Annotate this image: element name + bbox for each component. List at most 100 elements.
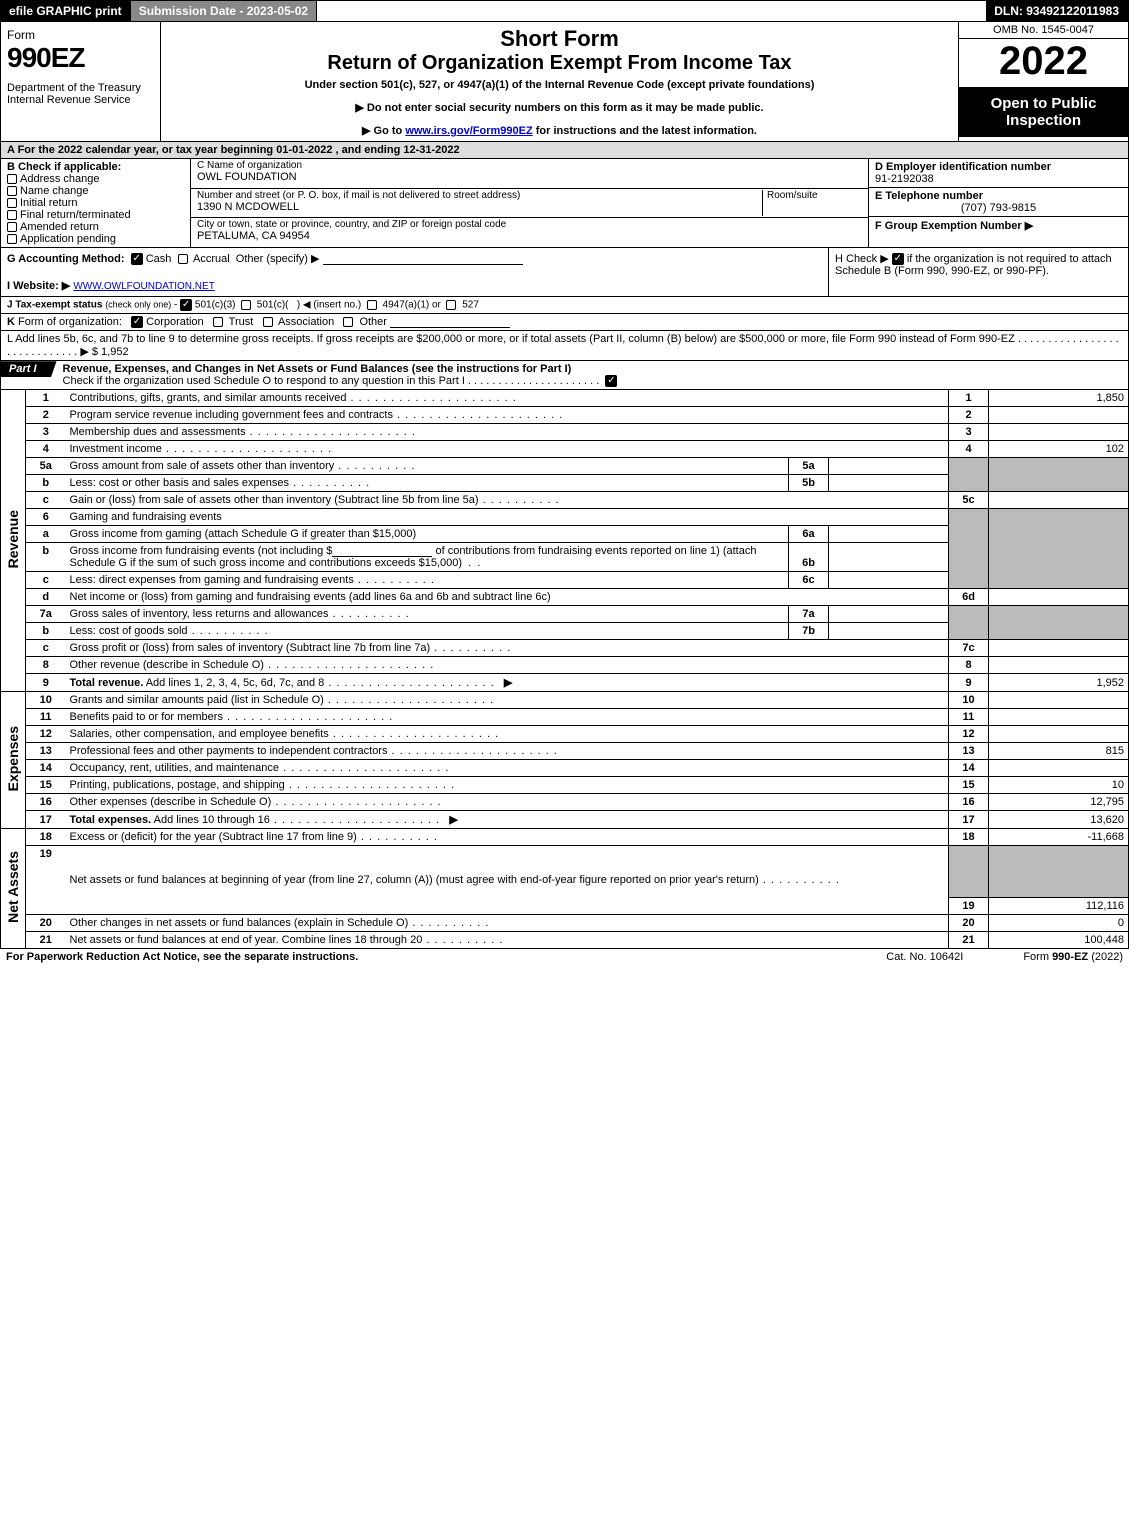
sn7b: 7b — [789, 623, 829, 640]
form-header: Form 990EZ Department of the Treasury In… — [0, 22, 1129, 142]
check-h: ✓ — [892, 253, 904, 265]
short-form-title: Short Form — [167, 26, 952, 52]
d6b1: Gross income from fundraising events (no… — [70, 545, 333, 557]
n12: 12 — [26, 726, 66, 743]
d11: Benefits paid to or for members — [70, 711, 394, 723]
return-title: Return of Organization Exempt From Incom… — [167, 52, 952, 75]
d7a: Gross sales of inventory, less returns a… — [70, 608, 410, 620]
sn6c: 6c — [789, 572, 829, 589]
n4: 4 — [26, 441, 66, 458]
a13: 815 — [989, 743, 1129, 760]
greya7 — [989, 606, 1129, 640]
footer-right: Form 990-EZ (2022) — [1023, 951, 1123, 963]
ln16: 16 — [949, 794, 989, 811]
n8: 8 — [26, 657, 66, 674]
col-d: D Employer identification number 91-2192… — [868, 159, 1128, 247]
ln15: 15 — [949, 777, 989, 794]
opt-final: Final return/terminated — [20, 209, 131, 221]
ln21: 21 — [949, 932, 989, 949]
n19: 19 — [26, 846, 66, 915]
ln12: 12 — [949, 726, 989, 743]
opt-amended: Amended return — [20, 221, 99, 233]
check-part1: ✓ — [605, 375, 617, 387]
a6d — [989, 589, 1129, 606]
a11 — [989, 709, 1129, 726]
d12: Salaries, other compensation, and employ… — [70, 728, 500, 740]
tax-year: 2022 — [959, 39, 1128, 87]
greya5 — [989, 458, 1129, 492]
footer-cat: Cat. No. 10642I — [886, 951, 963, 963]
part-1-check: Check if the organization used Schedule … — [63, 375, 600, 387]
n6d: d — [26, 589, 66, 606]
department-label: Department of the Treasury Internal Reve… — [7, 82, 154, 106]
city-label: City or town, state or province, country… — [197, 219, 506, 230]
ln9: 9 — [949, 674, 989, 692]
ln17: 17 — [949, 811, 989, 829]
n13: 13 — [26, 743, 66, 760]
check-accrual[interactable] — [178, 254, 188, 264]
opt-name: Name change — [20, 185, 89, 197]
ln11: 11 — [949, 709, 989, 726]
website-link[interactable]: WWW.OWLFOUNDATION.NET — [73, 281, 214, 292]
n7b: b — [26, 623, 66, 640]
a7c — [989, 640, 1129, 657]
col-b: B Check if applicable: Address change Na… — [1, 159, 191, 247]
n3: 3 — [26, 424, 66, 441]
greya6 — [989, 509, 1129, 589]
n5a: 5a — [26, 458, 66, 475]
goto-post: for instructions and the latest informat… — [533, 125, 757, 137]
sv7a — [829, 606, 949, 623]
goto-pre: ▶ Go to — [362, 125, 405, 137]
sn6b: 6b — [789, 543, 829, 572]
a21: 100,448 — [989, 932, 1129, 949]
a14 — [989, 760, 1129, 777]
check-pending[interactable] — [7, 234, 17, 244]
sn7a: 7a — [789, 606, 829, 623]
check-amended[interactable] — [7, 222, 17, 232]
ln1: 1 — [949, 390, 989, 407]
n6b: b — [26, 543, 66, 572]
n2: 2 — [26, 407, 66, 424]
ln20: 20 — [949, 915, 989, 932]
a2 — [989, 407, 1129, 424]
part-1-title: Revenue, Expenses, and Changes in Net As… — [63, 363, 572, 375]
a12 — [989, 726, 1129, 743]
col-c: C Name of organization OWL FOUNDATION Nu… — [191, 159, 868, 247]
sn5a: 5a — [789, 458, 829, 475]
ln13: 13 — [949, 743, 989, 760]
n6c: c — [26, 572, 66, 589]
room-label: Room/suite — [767, 190, 862, 201]
a18: -11,668 — [989, 829, 1129, 846]
check-name[interactable] — [7, 186, 17, 196]
check-final[interactable] — [7, 210, 17, 220]
row-k: K Form of organization: ✓ Corporation Tr… — [0, 314, 1129, 331]
group-label: F Group Exemption Number ▶ — [875, 219, 1122, 232]
d7c: Gross profit or (loss) from sales of inv… — [70, 642, 512, 654]
d8: Other revenue (describe in Schedule O) — [70, 659, 435, 671]
h-pre: H Check ▶ — [835, 253, 892, 265]
submission-date: Submission Date - 2023-05-02 — [131, 1, 317, 21]
top-bar: efile GRAPHIC print Submission Date - 20… — [0, 0, 1129, 22]
d6: Gaming and fundraising events — [70, 511, 222, 523]
d1: Contributions, gifts, grants, and simila… — [70, 392, 517, 404]
ln8: 8 — [949, 657, 989, 674]
form-word: Form — [7, 28, 154, 42]
check-address[interactable] — [7, 174, 17, 184]
ln7c: 7c — [949, 640, 989, 657]
expenses-label: Expenses — [5, 706, 21, 811]
opt-address: Address change — [20, 173, 100, 185]
n7c: c — [26, 640, 66, 657]
a3 — [989, 424, 1129, 441]
check-initial[interactable] — [7, 198, 17, 208]
ein-label: D Employer identification number — [875, 161, 1122, 173]
n15: 15 — [26, 777, 66, 794]
irs-link[interactable]: www.irs.gov/Form990EZ — [405, 125, 532, 137]
blank6b — [332, 546, 432, 557]
l-text: L Add lines 5b, 6c, and 7b to line 9 to … — [7, 333, 1119, 358]
ln3: 3 — [949, 424, 989, 441]
a8 — [989, 657, 1129, 674]
form-number: 990EZ — [7, 42, 154, 74]
d15: Printing, publications, postage, and shi… — [70, 779, 456, 791]
sv5a — [829, 458, 949, 475]
sn6a: 6a — [789, 526, 829, 543]
